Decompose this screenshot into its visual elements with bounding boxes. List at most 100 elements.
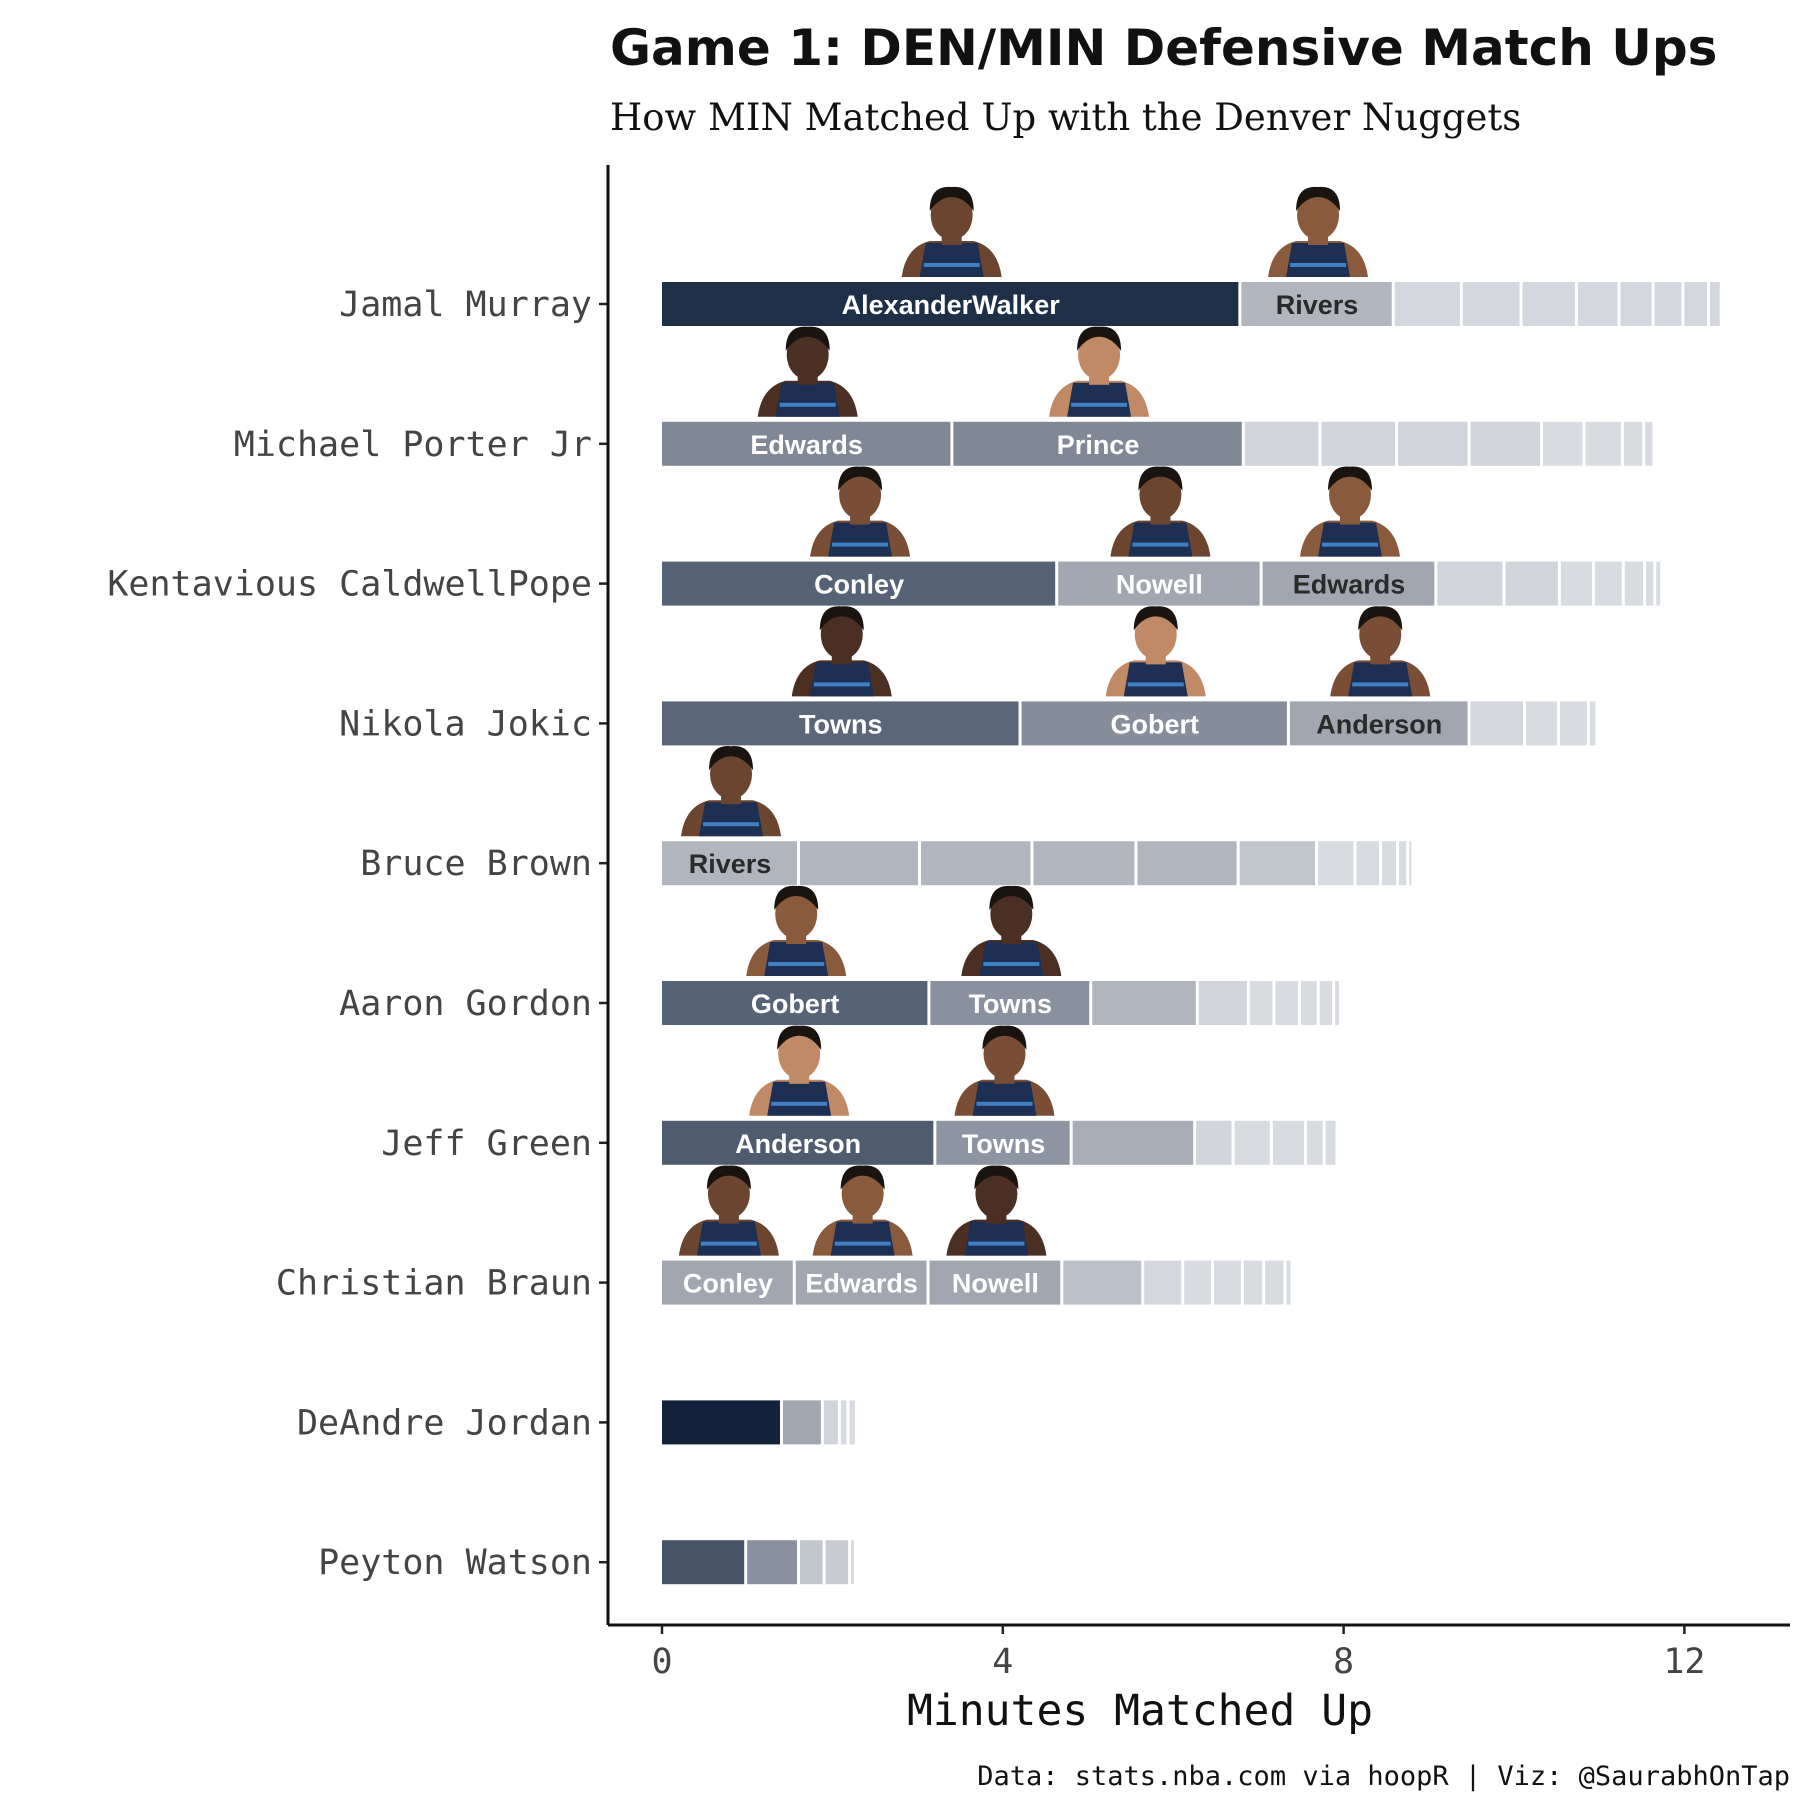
player-headshot-towns: [961, 885, 1062, 976]
bar-segment: [1589, 701, 1596, 746]
bar-segment: [1656, 561, 1661, 606]
y-tick-label: Nikola Jokic: [339, 704, 592, 744]
player-headshot-anderson: [1330, 606, 1431, 697]
bar-segment: [1306, 1120, 1323, 1165]
bar-segment: [953, 421, 1242, 466]
bar-segment-label: Edwards: [1293, 570, 1406, 600]
player-headshot-edwards: [757, 326, 858, 417]
x-tick-label: 0: [651, 1642, 672, 1682]
bar-segment-label: Towns: [962, 1129, 1046, 1159]
bar-segment: [1624, 561, 1644, 606]
bar-segment-label: AlexanderWalker: [842, 290, 1061, 320]
x-axis-title: Minutes Matched Up: [907, 1686, 1373, 1736]
bar-segment: [662, 282, 1239, 326]
bar-segment: [1623, 421, 1643, 466]
bar-segment: [1646, 561, 1654, 606]
bar-segment: [747, 1540, 798, 1585]
bar-segment: [1325, 1120, 1336, 1165]
bar-segment: [1522, 282, 1575, 326]
bar-segment: [1137, 841, 1237, 886]
bar-segment: [1241, 282, 1392, 326]
bar-segment: [1585, 421, 1621, 466]
bar-segment: [1560, 701, 1587, 746]
bar-segment: [1437, 561, 1503, 606]
bar-segment-label: Anderson: [1316, 709, 1442, 739]
bar-segment: [1262, 561, 1435, 606]
bar-segment: [782, 1400, 821, 1445]
bar-segment: [1301, 981, 1317, 1025]
bar-segment-label: Rivers: [689, 849, 772, 879]
y-tick-label: Jeff Green: [381, 1124, 592, 1164]
x-tick-label: 4: [992, 1642, 1013, 1682]
y-tick-label: Michael Porter Jr: [234, 425, 592, 465]
y-tick-label: Christian Braun: [276, 1264, 592, 1304]
x-tick-label: 8: [1333, 1642, 1354, 1682]
bar-segment: [1577, 282, 1618, 326]
bar-segment: [1409, 841, 1412, 886]
bar-segment: [1239, 841, 1316, 886]
bar-segment: [1525, 701, 1558, 746]
bar-segment-label: Edwards: [750, 430, 863, 460]
chart-caption: Data: stats.nba.com via hoopR | Viz: @Sa…: [977, 1761, 1790, 1792]
chart-title: Game 1: DEN/MIN Defensive Match Ups: [610, 19, 1717, 77]
chart-subtitle: How MIN Matched Up with the Denver Nugge…: [610, 96, 1521, 139]
bar-segment: [823, 1400, 838, 1445]
bar-segment: [1318, 841, 1354, 886]
player-headshot-conley: [810, 466, 911, 557]
bar-segment: [1394, 282, 1460, 326]
bar-segment: [1234, 1120, 1270, 1165]
bar-segment: [1072, 1120, 1194, 1165]
bar-segment-label: Towns: [969, 989, 1053, 1019]
y-tick-label: Peyton Watson: [318, 1543, 592, 1583]
y-tick-label: Bruce Brown: [360, 844, 592, 884]
player-headshot-nowell: [946, 1165, 1047, 1256]
bar-segment: [1144, 1260, 1182, 1305]
bar-segment: [662, 701, 1019, 746]
bar-segment: [1620, 282, 1652, 326]
bar-segment: [930, 981, 1090, 1025]
bar-segment: [1398, 841, 1407, 886]
bar-segment: [1470, 701, 1523, 746]
bar-segment-label: Conley: [814, 570, 904, 600]
bar-segment: [1058, 561, 1260, 606]
bar-segment: [662, 1400, 780, 1445]
bar-segment: [1470, 421, 1540, 466]
bar-segment: [1033, 841, 1135, 886]
bar-segment: [1265, 1260, 1284, 1305]
bar-segment: [1654, 282, 1682, 326]
bar-segment: [1594, 561, 1622, 606]
bar-segment: [662, 841, 798, 886]
player-headshot-prince: [1049, 326, 1150, 417]
y-tick-label: DeAndre Jordan: [297, 1403, 592, 1443]
bar-segment: [662, 1120, 934, 1165]
bar-segment: [1684, 282, 1707, 326]
player-headshot-towns: [954, 1025, 1055, 1116]
bar-segment: [1356, 841, 1379, 886]
bar-segment-label: Nowell: [952, 1269, 1039, 1299]
player-headshot-edwards: [1299, 466, 1400, 557]
bar-segment: [662, 561, 1056, 606]
player-headshot-conley: [678, 1165, 779, 1256]
bar-segment: [1286, 1260, 1291, 1305]
bar-segment-label: Prince: [1057, 430, 1140, 460]
player-headshot-towns: [791, 606, 892, 697]
bar-segment: [1462, 282, 1520, 326]
bar-segment: [1560, 561, 1592, 606]
bar-segment: [662, 1260, 793, 1305]
bar-segment: [1243, 1260, 1263, 1305]
bar-segment: [1214, 1260, 1241, 1305]
bar-segment-label: Gobert: [1110, 709, 1199, 739]
bar-segment: [795, 1260, 927, 1305]
bar-segment: [825, 1540, 849, 1585]
bar-segment: [1645, 421, 1653, 466]
x-axis: 0 4 8 12: [606, 165, 1790, 1682]
bar-segment: [936, 1120, 1070, 1165]
bar-segment-label: Edwards: [805, 1269, 918, 1299]
player-headshot-rivers: [681, 746, 782, 837]
bar-segment: [1249, 981, 1273, 1025]
bar-segment: [851, 1540, 855, 1585]
bar-segment: [1319, 981, 1333, 1025]
bar-segment: [921, 841, 1031, 886]
bar-segment: [1709, 282, 1720, 326]
bar-segment: [662, 421, 951, 466]
